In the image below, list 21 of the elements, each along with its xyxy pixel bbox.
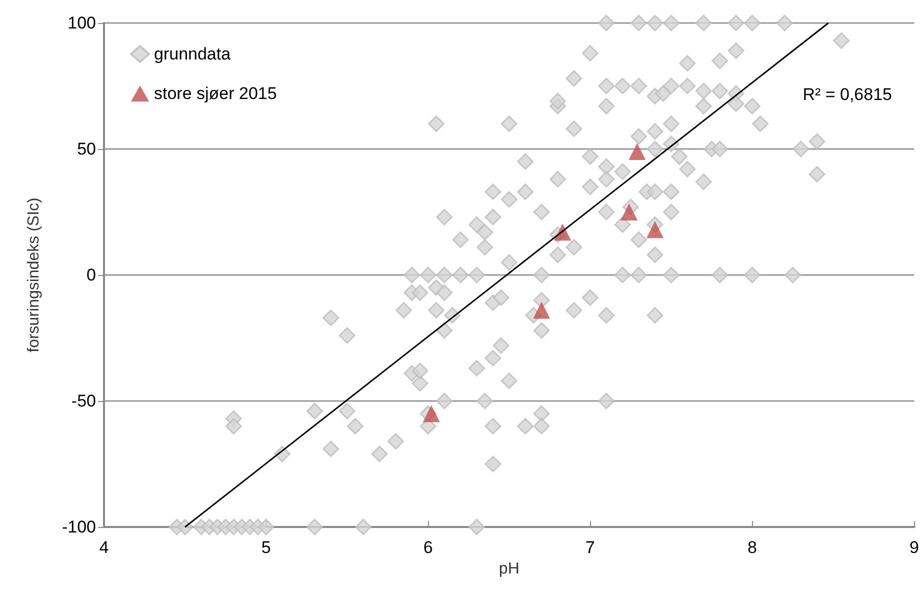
x-axis-title: pH xyxy=(498,560,520,578)
point xyxy=(620,204,638,220)
y-tick-label: -50 xyxy=(71,392,96,410)
y-tick-label: 0 xyxy=(86,266,96,284)
point xyxy=(533,302,550,319)
point xyxy=(628,143,646,160)
x-tick-label: 4 xyxy=(99,538,109,557)
x-tick-label: 7 xyxy=(585,538,595,557)
legend-label: store sjøer 2015 xyxy=(154,84,277,103)
y-tick-label: 100 xyxy=(68,14,96,32)
point xyxy=(422,405,440,422)
x-tick-label: 8 xyxy=(747,538,757,557)
y-axis-title: forsuringsindeks (SIc) xyxy=(26,198,42,352)
y-tick-label: -100 xyxy=(62,518,96,536)
x-tick-label: 9 xyxy=(910,538,920,557)
x-tick-label: 6 xyxy=(423,538,433,557)
point xyxy=(646,221,664,238)
legend-label: grunndata xyxy=(154,44,232,64)
x-tick-label: 5 xyxy=(261,538,271,557)
y-tick-label: 50 xyxy=(77,140,96,158)
annotation: R² = 0,6815 xyxy=(802,85,892,104)
